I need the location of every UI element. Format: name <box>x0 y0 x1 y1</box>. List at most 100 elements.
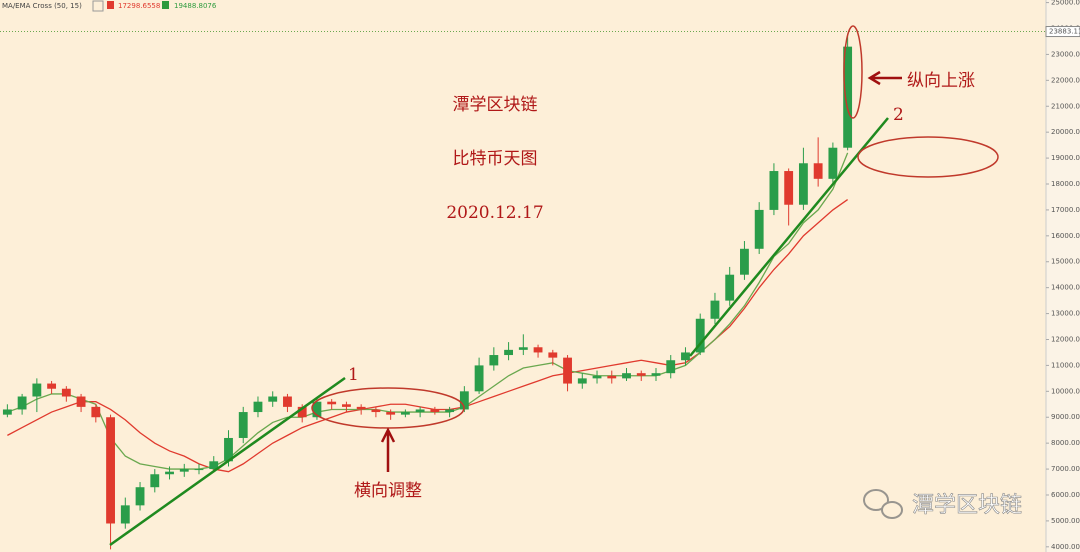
candle-body <box>61 388 71 397</box>
candle-body <box>2 409 12 415</box>
candle-body <box>504 349 513 356</box>
title-line: 潭学区块链 <box>453 95 538 115</box>
trend-line <box>109 376 346 547</box>
title-line: 2020.12.17 <box>446 203 543 223</box>
candle-body <box>165 471 174 475</box>
candle-body <box>253 401 263 413</box>
candle-body <box>695 318 705 353</box>
candle-body <box>813 163 823 179</box>
watermark-icon <box>863 489 903 519</box>
indicator-label: MA/EMA Cross (50, 15) <box>2 2 82 10</box>
watermark: 潭学区块链 <box>912 493 1022 518</box>
candle-body <box>224 437 233 462</box>
candle-body <box>740 248 749 275</box>
y-tick-label: 6000.00 <box>1051 491 1080 499</box>
candle-body <box>17 396 27 410</box>
annotation: 横向调整 <box>354 481 422 501</box>
y-tick-label: 23000.00 <box>1051 50 1080 58</box>
candle-body <box>725 274 735 301</box>
indicator-box <box>92 0 104 12</box>
candle-body <box>769 171 779 210</box>
candle-body <box>415 409 425 413</box>
annotation: 2 <box>893 105 904 125</box>
candle-body <box>592 375 602 379</box>
y-tick-label: 18000.00 <box>1051 180 1080 188</box>
candle-body <box>681 352 690 361</box>
y-tick-label: 20000.00 <box>1051 128 1080 136</box>
y-tick-label: 4000.00 <box>1051 543 1080 551</box>
y-tick-label: 10000.00 <box>1051 387 1080 395</box>
candle-body <box>268 396 278 402</box>
y-tick-label: 9000.00 <box>1051 413 1080 421</box>
ellipse <box>843 25 863 119</box>
candle-body <box>371 409 381 413</box>
candle-body <box>312 401 322 418</box>
title-line: 比特币天图 <box>453 149 538 169</box>
candle-body <box>754 209 764 249</box>
candle-body <box>91 406 101 418</box>
candle-body <box>150 474 160 488</box>
y-tick-label: 8000.00 <box>1051 439 1080 447</box>
candle-body <box>32 383 42 397</box>
candle-body <box>120 505 130 524</box>
candle-body <box>607 375 617 379</box>
ellipse <box>857 136 999 178</box>
candle-body <box>356 406 366 410</box>
candle-body <box>400 412 410 415</box>
y-tick-label: 15000.00 <box>1051 258 1080 266</box>
y-tick-label: 19000.00 <box>1051 154 1080 162</box>
candle-body <box>518 347 528 350</box>
candle-body <box>76 396 86 407</box>
y-tick-label: 16000.00 <box>1051 232 1080 240</box>
last-price-box <box>1045 26 1080 38</box>
indicator-value: 19488.8076 <box>174 2 217 10</box>
candle-body <box>636 373 646 376</box>
y-tick-label: 22000.00 <box>1051 76 1080 84</box>
ma-line <box>7 152 849 470</box>
y-tick-label: 12000.00 <box>1051 335 1080 343</box>
y-tick-label: 5000.00 <box>1051 517 1080 525</box>
y-tick-label: 25000.00 <box>1051 0 1080 7</box>
candle-body <box>106 417 115 524</box>
candle-body <box>843 46 853 148</box>
candle-body <box>489 355 499 366</box>
candle-body <box>283 396 292 407</box>
candle-body <box>798 163 808 205</box>
candle-body <box>386 412 396 415</box>
candle-body <box>179 469 189 472</box>
y-tick-label: 21000.00 <box>1051 102 1080 110</box>
candle-body <box>474 365 484 392</box>
y-tick-label: 11000.00 <box>1051 361 1080 369</box>
candle-body <box>784 171 794 205</box>
candle-body <box>828 147 838 179</box>
candle-body <box>47 383 57 389</box>
y-tick-label: 7000.00 <box>1051 465 1080 473</box>
annotation: 1 <box>348 365 359 385</box>
candle-body <box>238 412 248 438</box>
candle-body <box>194 469 204 471</box>
candle-body <box>459 391 469 410</box>
candle-body <box>209 461 219 470</box>
arrow <box>867 70 902 86</box>
indicator-swatch <box>162 1 169 9</box>
candle-body <box>577 378 587 384</box>
arrow <box>380 427 396 472</box>
indicator-value: 17298.6558 <box>118 2 160 10</box>
candle-body <box>445 409 455 413</box>
candle-body <box>548 352 558 358</box>
last-price-label: 23883.11 <box>1049 28 1080 36</box>
y-tick-label: 14000.00 <box>1051 284 1080 292</box>
indicator-swatch <box>107 1 114 9</box>
trend-line <box>689 117 889 357</box>
candle-body <box>710 300 720 319</box>
y-tick-label: 17000.00 <box>1051 206 1080 214</box>
candle-body <box>563 357 572 384</box>
candle-body <box>342 404 351 407</box>
candle-body <box>622 373 631 379</box>
candle-body <box>327 401 337 405</box>
candle-body <box>135 487 145 506</box>
axis-panel <box>1046 0 1080 552</box>
